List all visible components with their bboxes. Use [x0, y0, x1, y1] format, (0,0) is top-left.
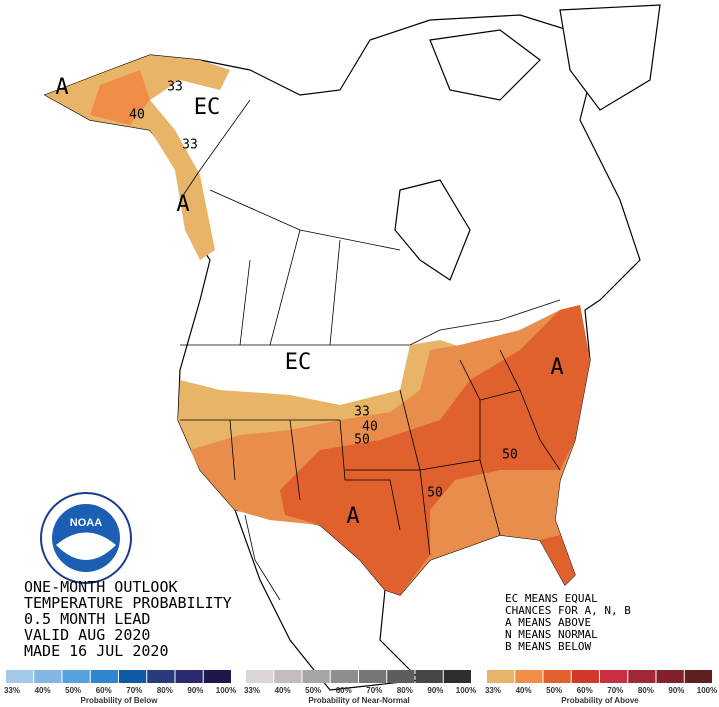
alaska-above-33 — [45, 55, 230, 260]
scale-label: 33% — [244, 686, 260, 695]
legend-notes: EC MEANS EQUAL CHANCES FOR A, N, B A MEA… — [505, 592, 631, 653]
map-label: EC — [285, 350, 312, 375]
scale-label: 100% — [456, 686, 476, 695]
scale-label: 60% — [577, 686, 593, 695]
outlook-line: 0.5 MONTH LEAD — [24, 610, 150, 628]
scale-swatch — [203, 670, 231, 683]
scale-swatch — [6, 670, 34, 683]
map-label: 50 — [427, 486, 443, 501]
map-label: 40 — [129, 108, 145, 123]
scale-label: 80% — [638, 686, 654, 695]
alaska-above-40 — [90, 70, 150, 125]
scale-swatch — [656, 670, 684, 683]
scale-label: 80% — [397, 686, 413, 695]
scale-label: 50% — [305, 686, 321, 695]
legend-note: CHANCES FOR A, N, B — [505, 604, 631, 617]
scale-swatch — [515, 670, 543, 683]
scale-swatch — [571, 670, 599, 683]
scale-label: 50% — [546, 686, 562, 695]
map-label: A — [176, 192, 189, 217]
outlook-line: TEMPERATURE PROBABILITY — [24, 594, 232, 612]
scale-label: 100% — [697, 686, 717, 695]
basemap — [43, 4, 661, 691]
scale-swatch — [387, 670, 415, 683]
map-label: EC — [194, 95, 221, 120]
florida-above-50 — [540, 535, 575, 585]
outlook-text: ONE-MONTH OUTLOOK TEMPERATURE PROBABILIT… — [24, 578, 232, 660]
borders — [179, 99, 561, 556]
map-label: 33 — [354, 405, 370, 420]
map-label: A — [550, 355, 563, 380]
noaa-logo: NOAA — [40, 492, 132, 584]
legend-note: EC MEANS EQUAL — [505, 592, 598, 605]
scale-swatch — [684, 670, 712, 683]
scale-label: 40% — [35, 686, 51, 695]
scale-swatch — [443, 670, 471, 683]
scale-label: 80% — [157, 686, 173, 695]
legend-note: N MEANS NORMAL — [505, 628, 598, 641]
scale-title: Probability of Below — [81, 696, 159, 705]
scale-swatch — [62, 670, 90, 683]
scale-swatch — [487, 670, 515, 683]
scale-swatch — [246, 670, 274, 683]
scale-label: 60% — [336, 686, 352, 695]
map-label: 50 — [354, 433, 370, 448]
scale-swatch — [274, 670, 302, 683]
map-label: 50 — [502, 448, 518, 463]
scale-swatch — [543, 670, 571, 683]
logo-bird — [56, 532, 116, 560]
scale-label: 90% — [187, 686, 203, 695]
outlook-line: MADE 16 JUL 2020 — [24, 642, 169, 660]
scale-label: 100% — [216, 686, 236, 695]
scale-swatch — [415, 670, 443, 683]
map-label: 40 — [362, 420, 378, 435]
color-scales: 33% 40% 50% 60% 70% 80% 90% 100% Probability of … — [4, 670, 717, 705]
greenland — [559, 4, 661, 111]
scale-swatch — [34, 670, 62, 683]
scale-swatch — [119, 670, 147, 683]
scale-label: 90% — [668, 686, 684, 695]
scale-label: 60% — [96, 686, 112, 695]
scale-label: 33% — [4, 686, 20, 695]
scale-swatch — [175, 670, 203, 683]
scale-swatch — [147, 670, 175, 683]
scale-label: 40% — [516, 686, 532, 695]
scale-label: 70% — [126, 686, 142, 695]
map-label: 33 — [182, 138, 198, 153]
scale-title: Probability of Near-Normal — [308, 696, 409, 705]
scale-label: 40% — [275, 686, 291, 695]
map-label: A — [55, 75, 68, 100]
outlook-line: ONE-MONTH OUTLOOK — [24, 578, 178, 596]
scale-swatch — [628, 670, 656, 683]
scale-label: 70% — [366, 686, 382, 695]
scale-title: Probability of Above — [561, 696, 639, 705]
us-above-50 — [280, 305, 590, 595]
scale-swatch — [330, 670, 358, 683]
scale-label: 50% — [65, 686, 81, 695]
map-label: 33 — [167, 80, 183, 95]
scale-swatch — [90, 670, 118, 683]
arctic-island — [429, 29, 541, 101]
outlook-line: VALID AUG 2020 — [24, 626, 150, 644]
scale-label: 70% — [607, 686, 623, 695]
scale-swatch — [600, 670, 628, 683]
scale-swatch — [359, 670, 387, 683]
scale-label: 33% — [485, 686, 501, 695]
baja — [244, 514, 281, 601]
map-label: A — [346, 504, 359, 529]
hudson-bay — [394, 179, 471, 281]
scale-swatch — [302, 670, 330, 683]
legend-note: A MEANS ABOVE — [505, 616, 591, 629]
legend-note: B MEANS BELOW — [505, 640, 591, 653]
scale-label: 90% — [427, 686, 443, 695]
logo-text: NOAA — [70, 517, 102, 529]
